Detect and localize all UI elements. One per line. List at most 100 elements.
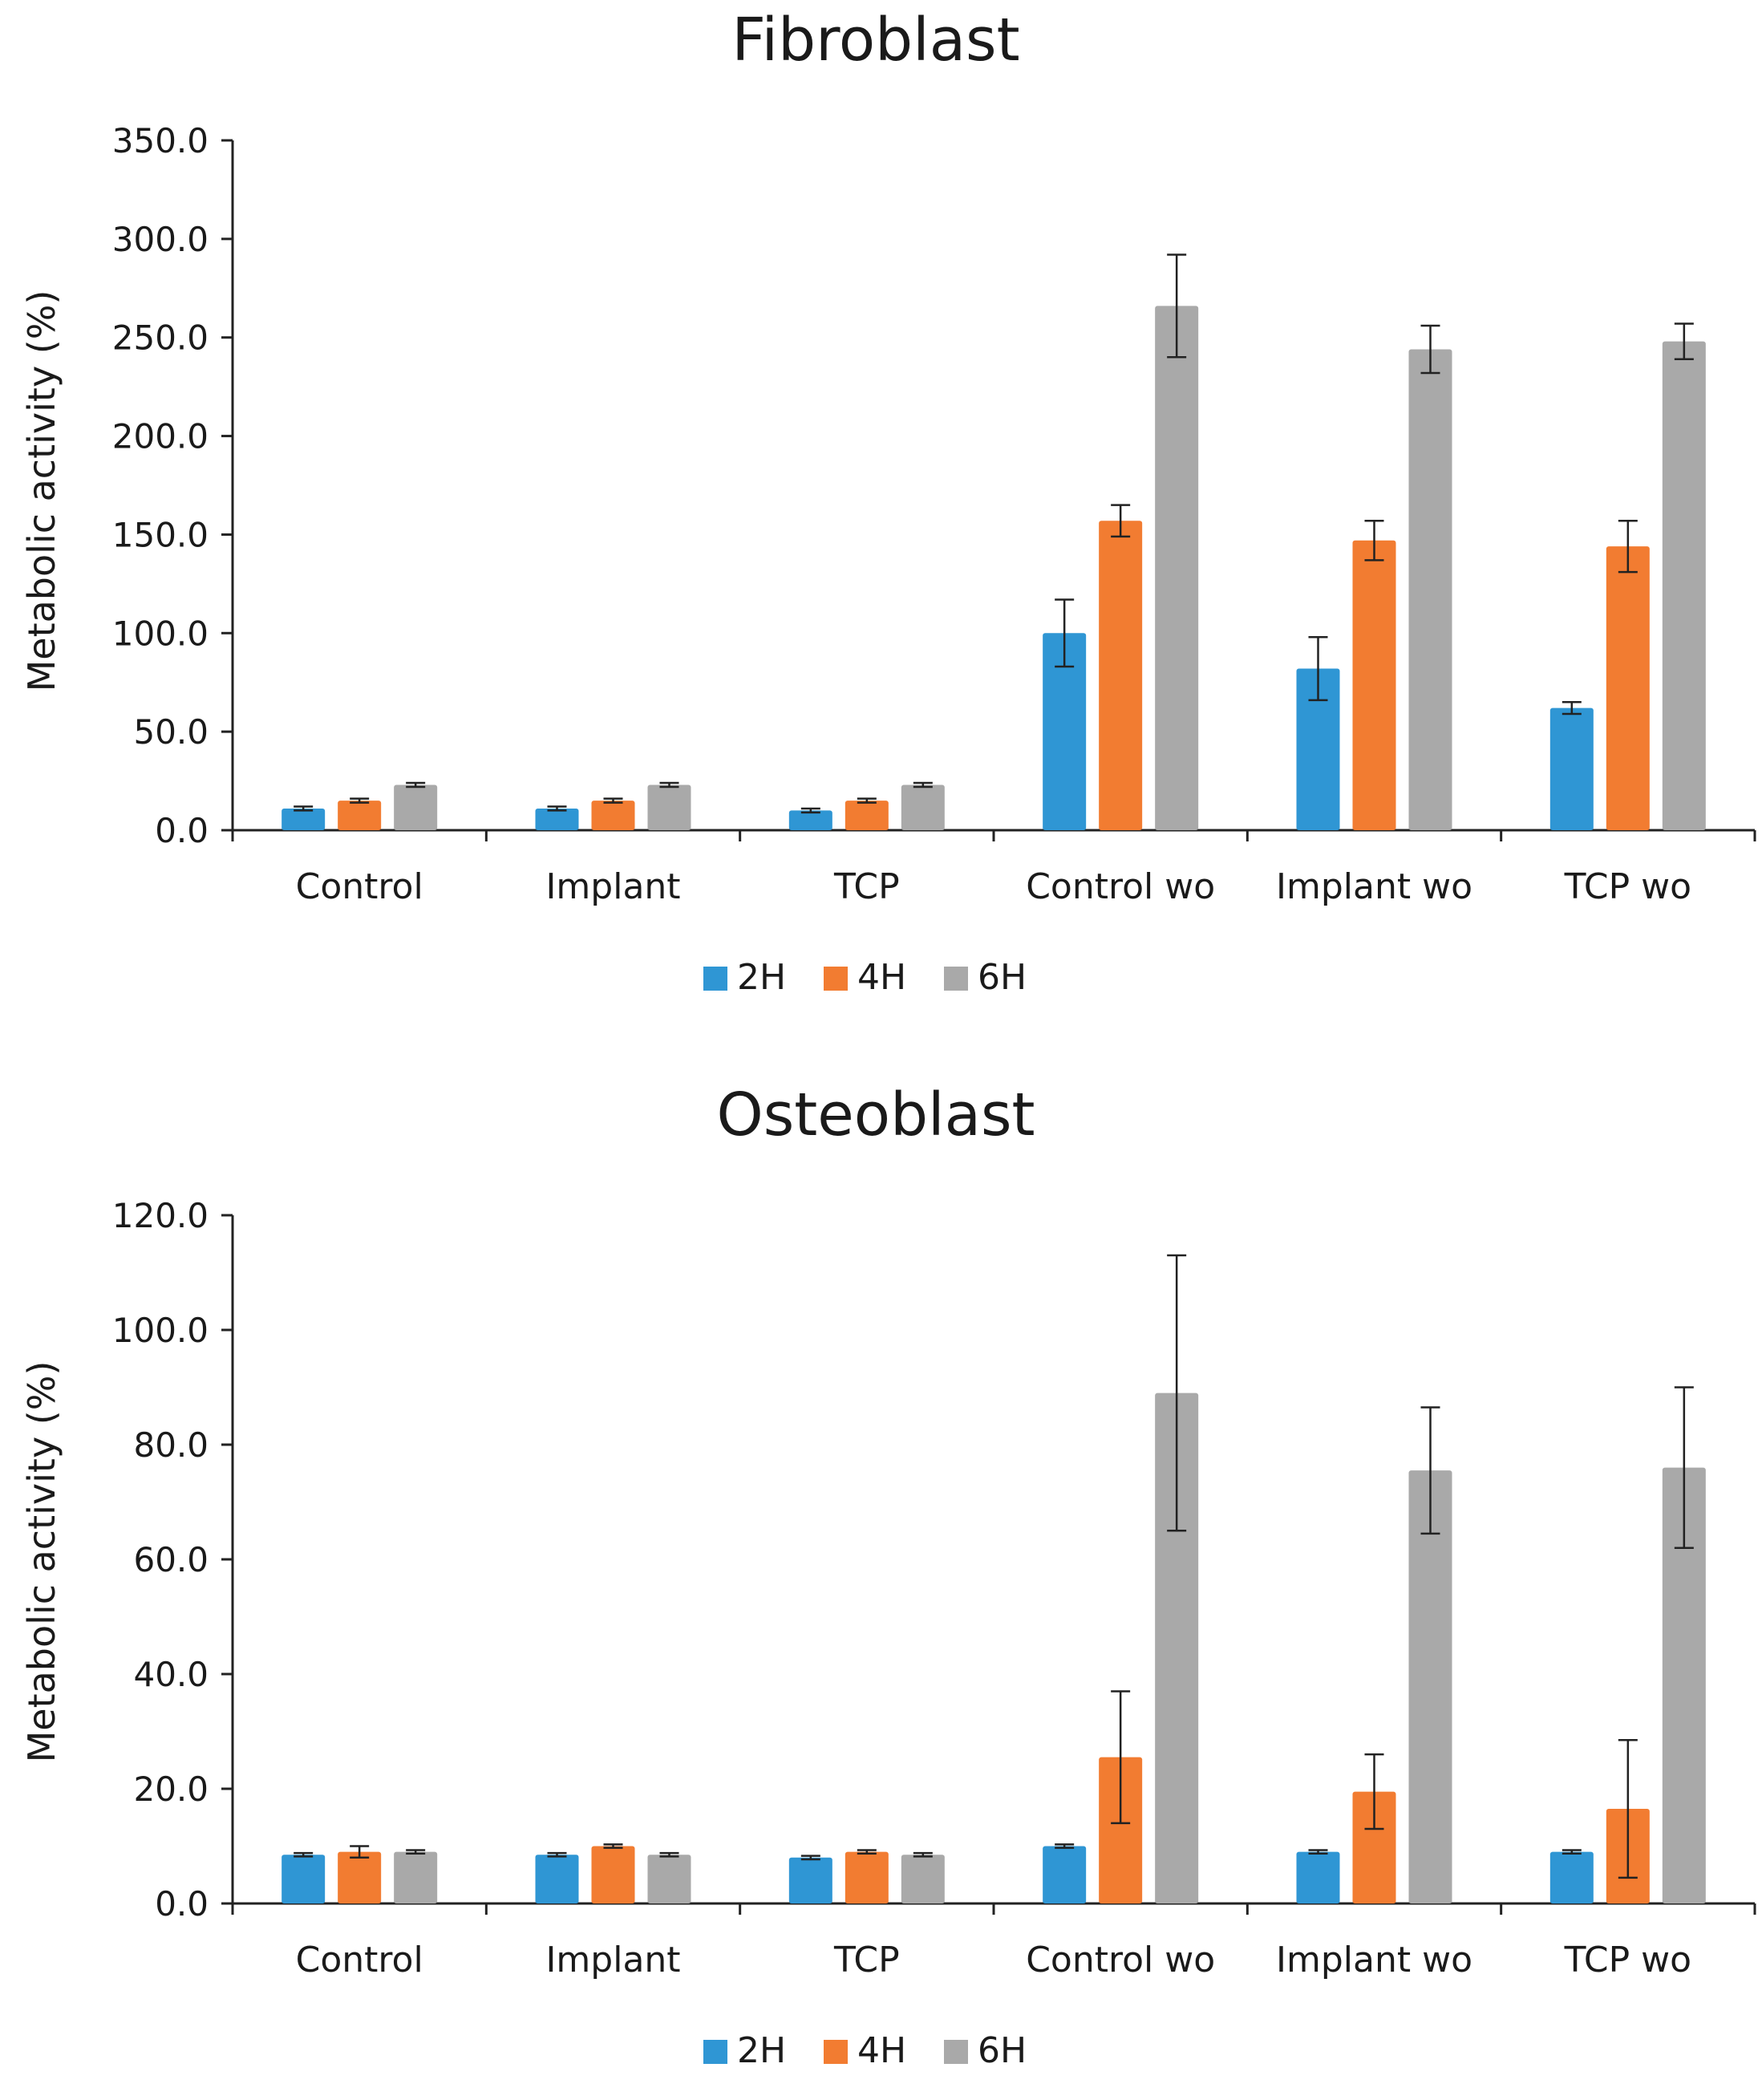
error-bar: [406, 781, 426, 789]
error-bar: [406, 1849, 426, 1855]
legend-label-2h: 2H: [737, 957, 786, 998]
bar-2h: [788, 1857, 832, 1903]
error-bar: [294, 1851, 314, 1858]
y-tick-label: 120.0: [112, 1196, 209, 1235]
y-axis-label: Metabolic activity (%): [20, 1361, 63, 1763]
bar-2h: [282, 808, 326, 830]
bar-6h: [394, 1851, 438, 1903]
error-bar: [1055, 598, 1075, 668]
x-category-label: Implant wo: [1276, 866, 1472, 907]
x-category-label: TCP wo: [1564, 866, 1691, 907]
y-tick-label: 100.0: [112, 614, 209, 653]
chart-title: Osteoblast: [716, 1080, 1035, 1149]
fibroblast-chart: Fibroblast Metabolic activity (%) 0.0 50.…: [20, 6, 1756, 998]
bar-6h: [647, 1855, 691, 1903]
error-bar: [1364, 519, 1384, 561]
error-bar: [857, 797, 877, 804]
error-bar: [1167, 1254, 1187, 1532]
y-tick-label: 350.0: [112, 121, 209, 160]
bar-4h: [1099, 521, 1143, 830]
legend-label-4h: 4H: [857, 957, 906, 998]
bar-4h: [845, 1851, 889, 1903]
error-bar: [1308, 635, 1328, 702]
y-tick-label: 50.0: [133, 712, 209, 752]
error-bar: [1420, 1406, 1440, 1535]
legend-swatch-2h: [703, 967, 727, 991]
bar-4h: [845, 801, 889, 830]
chart-title: Fibroblast: [731, 6, 1019, 75]
bar-4h: [591, 801, 635, 830]
legend-swatch-6h: [944, 2040, 968, 2064]
error-bar: [1420, 324, 1440, 375]
x-category-label: Control wo: [1026, 1940, 1215, 1980]
error-bar: [1618, 1738, 1638, 1879]
bar-4h: [591, 1846, 635, 1903]
bar-2h: [1296, 668, 1340, 830]
legend: 2H 4H 6H: [703, 2030, 1027, 2071]
bar-4h: [1352, 540, 1396, 830]
error-bar: [913, 1851, 933, 1858]
bar-6h: [901, 784, 945, 830]
error-bar: [1561, 1849, 1582, 1855]
legend-label-2h: 2H: [737, 2030, 786, 2071]
bar-6h: [1408, 1470, 1452, 1903]
x-category-label: Implant: [545, 866, 680, 907]
legend-label-4h: 4H: [857, 2030, 906, 2071]
y-tick-label: 80.0: [133, 1425, 209, 1465]
error-bar: [350, 797, 370, 804]
x-category-label: Control wo: [1026, 866, 1215, 907]
x-category-label: Implant wo: [1276, 1940, 1472, 1980]
x-category-label: Control: [296, 866, 423, 907]
error-bar: [1674, 1386, 1694, 1549]
y-tick-label: 60.0: [133, 1540, 209, 1579]
plot-area: 0.0 20.0 40.0 60.0 80.0 100.0 120.0 Control Impl…: [112, 1196, 1756, 1980]
legend: 2H 4H 6H: [703, 957, 1027, 998]
error-bar: [857, 1849, 877, 1855]
error-bar: [1055, 1843, 1075, 1849]
bar-6h: [1155, 1393, 1199, 1903]
legend-swatch-4h: [824, 2040, 848, 2064]
x-category-label: TCP: [833, 1940, 900, 1980]
y-tick-label: 100.0: [112, 1311, 209, 1350]
bar-2h: [1296, 1851, 1340, 1903]
y-tick-label: 200.0: [112, 417, 209, 456]
error-bar: [603, 797, 623, 804]
osteoblast-chart: Osteoblast Metabolic activity (%) 0.0 20.…: [20, 1080, 1756, 2071]
error-bar: [294, 805, 314, 812]
bar-2h: [788, 810, 832, 830]
error-bar: [800, 1855, 820, 1861]
plot-area: 0.0 50.0 100.0 150.0 200.0 250.0 300.0 350.0 Con…: [112, 121, 1756, 907]
error-bar: [1308, 1849, 1328, 1855]
y-tick-label: 250.0: [112, 318, 209, 358]
x-category-label: TCP: [833, 866, 900, 907]
bar-6h: [1408, 349, 1452, 830]
bar-2h: [535, 1855, 579, 1903]
error-bar: [800, 807, 820, 814]
bar-6h: [901, 1855, 945, 1903]
x-category-label: TCP wo: [1564, 1940, 1691, 1980]
y-tick-label: 300.0: [112, 220, 209, 259]
bar-4h: [338, 801, 382, 830]
error-bar: [547, 805, 567, 812]
bar-6h: [1155, 306, 1199, 830]
bar-6h: [1662, 341, 1706, 831]
error-bar: [659, 1851, 679, 1858]
y-tick-label: 0.0: [155, 1884, 209, 1924]
bar-2h: [1043, 633, 1087, 830]
error-bar: [603, 1843, 623, 1849]
error-bar: [913, 781, 933, 789]
error-bar: [350, 1845, 370, 1859]
error-bar: [1674, 322, 1694, 360]
legend-label-6h: 6H: [978, 2030, 1027, 2071]
error-bar: [1618, 519, 1638, 574]
legend-swatch-4h: [824, 967, 848, 991]
x-category-label: Control: [296, 1940, 423, 1980]
bar-6h: [394, 784, 438, 830]
y-axis-label: Metabolic activity (%): [20, 290, 63, 692]
y-tick-label: 150.0: [112, 515, 209, 554]
bar-4h: [1099, 1757, 1143, 1903]
bar-6h: [647, 784, 691, 830]
y-tick-label: 20.0: [133, 1770, 209, 1809]
